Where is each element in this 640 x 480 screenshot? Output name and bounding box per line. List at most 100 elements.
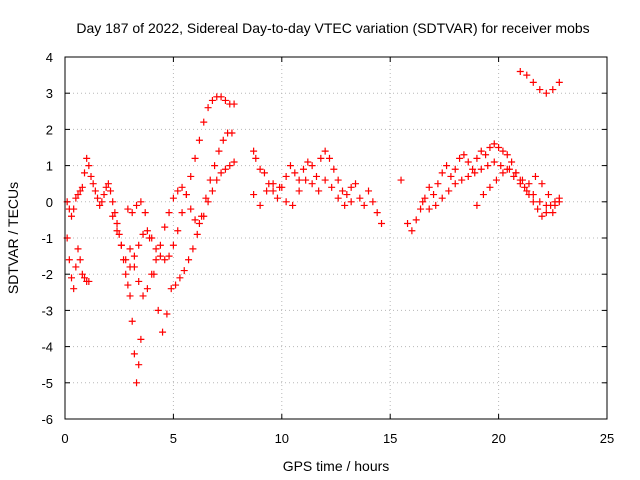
data-point [185, 256, 193, 264]
y-tick-label: -6 [41, 412, 53, 427]
data-point [156, 252, 164, 260]
data-point [523, 187, 531, 195]
data-point [451, 165, 459, 173]
data-point [208, 96, 216, 104]
data-point [510, 172, 518, 180]
data-point [542, 201, 550, 209]
data-point [102, 183, 110, 191]
data-point [187, 172, 195, 180]
data-point [397, 176, 405, 184]
data-point [341, 201, 349, 209]
data-point [302, 176, 310, 184]
data-point [505, 165, 513, 173]
data-point [464, 158, 472, 166]
data-point [215, 147, 223, 155]
data-point [219, 136, 227, 144]
data-point [508, 158, 516, 166]
axis-ticks: 0 5 10 15 20 25 -6 -5 -4 -3 -2 -1 0 1 2 3 4 [41, 50, 614, 446]
data-point [499, 169, 507, 177]
data-point [536, 86, 544, 94]
data-point [146, 234, 154, 242]
data-point [124, 205, 132, 213]
series-sat-i [419, 158, 563, 217]
data-point [250, 191, 258, 199]
data-point [282, 198, 290, 206]
data-point [117, 241, 125, 249]
data-point [113, 220, 121, 228]
series-sat-f [250, 147, 386, 228]
data-point [115, 230, 123, 238]
data-point [486, 183, 494, 191]
data-point [137, 198, 145, 206]
data-point [211, 162, 219, 170]
data-point [516, 67, 524, 75]
data-point [315, 187, 323, 195]
data-point [137, 335, 145, 343]
series-sat-j [473, 165, 559, 209]
data-point [91, 187, 99, 195]
data-point [479, 191, 487, 199]
data-point [330, 165, 338, 173]
data-point [256, 201, 264, 209]
data-point [204, 104, 212, 112]
data-point [490, 158, 498, 166]
data-point [529, 191, 537, 199]
data-point [156, 241, 164, 249]
x-axis-label: GPS time / hours [283, 458, 390, 474]
data-point [200, 118, 208, 126]
data-point [308, 180, 316, 188]
data-point [365, 187, 373, 195]
y-tick-label: -3 [41, 303, 53, 318]
y-tick-label: 0 [46, 195, 53, 210]
series-sat-d [124, 129, 236, 336]
data-point [128, 317, 136, 325]
data-point [464, 172, 472, 180]
data-point [124, 281, 132, 289]
data-point [206, 176, 214, 184]
y-axis-label: SDTVAR / TECUs [5, 182, 21, 294]
data-point [100, 191, 108, 199]
data-point [516, 180, 524, 188]
data-point [334, 194, 342, 202]
data-point [334, 176, 342, 184]
data-point [317, 154, 325, 162]
data-point [78, 183, 86, 191]
data-point [518, 176, 526, 184]
data-point [191, 154, 199, 162]
data-point [193, 230, 201, 238]
data-point [549, 86, 557, 94]
data-point [74, 245, 82, 253]
data-point [169, 194, 177, 202]
data-point [213, 176, 221, 184]
data-point [226, 162, 234, 170]
data-point [187, 205, 195, 213]
data-point [182, 191, 190, 199]
data-point [438, 194, 446, 202]
data-point [107, 187, 115, 195]
data-point [174, 227, 182, 235]
data-point [152, 245, 160, 253]
data-point [148, 270, 156, 278]
data-point [447, 172, 455, 180]
data-point [469, 165, 477, 173]
data-point [221, 96, 229, 104]
data-point [538, 180, 546, 188]
data-point [139, 230, 147, 238]
data-point [492, 176, 500, 184]
data-point [531, 172, 539, 180]
data-point [109, 198, 117, 206]
data-point [161, 223, 169, 231]
data-point [286, 162, 294, 170]
data-point [126, 292, 134, 300]
data-point [352, 180, 360, 188]
data-point [178, 183, 186, 191]
data-point [161, 256, 169, 264]
data-point [503, 151, 511, 159]
data-point [525, 180, 533, 188]
data-point [174, 187, 182, 195]
data-point [443, 162, 451, 170]
data-point [256, 165, 264, 173]
data-point [126, 245, 134, 253]
data-point [169, 241, 177, 249]
data-point [425, 205, 433, 213]
